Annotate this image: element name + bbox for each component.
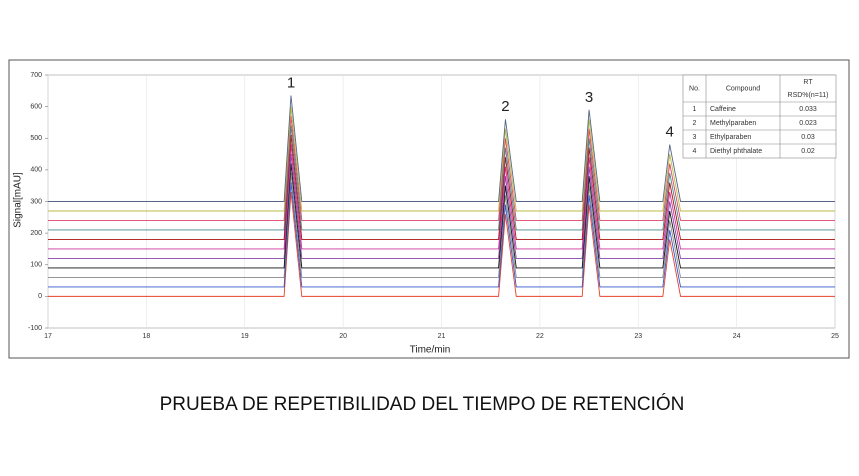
x-tick-label: 23 — [634, 333, 642, 340]
peak-label: 2 — [501, 98, 509, 115]
peak-label: 1 — [287, 75, 295, 92]
trace — [48, 172, 835, 278]
trace — [48, 106, 835, 212]
table-cell: 2 — [693, 120, 697, 127]
table-header: Compound — [726, 85, 760, 92]
trace — [48, 163, 835, 269]
table-cell: Methylparaben — [710, 120, 756, 127]
table-cell: 1 — [693, 106, 697, 113]
x-tick-label: 25 — [831, 333, 839, 340]
trace — [48, 154, 835, 259]
trace — [48, 135, 835, 240]
x-tick-label: 21 — [438, 333, 446, 340]
y-tick-label: -100 — [28, 325, 42, 332]
x-tick-label: 18 — [142, 333, 150, 340]
trace — [48, 116, 835, 221]
y-tick-label: 600 — [30, 103, 42, 110]
peak-label: 4 — [666, 124, 674, 141]
trace — [48, 144, 835, 250]
table-cell: 0.033 — [799, 106, 817, 113]
y-tick-label: 0 — [38, 293, 42, 300]
caption: PRUEBA DE REPETIBILIDAD DEL TIEMPO DE RE… — [160, 393, 685, 415]
table-cell: 0.03 — [801, 134, 815, 141]
table-cell: Diethyl phthalate — [710, 148, 762, 155]
trace — [48, 125, 835, 231]
table-cell: 0.02 — [801, 148, 815, 155]
x-tick-label: 20 — [339, 333, 347, 340]
table-header: RT — [803, 79, 813, 86]
peak-label: 3 — [585, 89, 593, 106]
y-tick-label: 400 — [30, 167, 42, 174]
trace — [48, 182, 835, 288]
table-header: No. — [689, 85, 700, 92]
x-tick-label: 17 — [44, 333, 52, 340]
table-cell: Ethylparaben — [710, 134, 751, 141]
trace — [48, 191, 835, 297]
x-tick-label: 19 — [241, 333, 249, 340]
x-tick-label: 24 — [733, 333, 741, 340]
x-axis-label: Time/min — [410, 345, 451, 356]
table-header: RSD%(n=11) — [788, 92, 829, 99]
table-cell: Caffeine — [710, 106, 736, 113]
y-tick-label: 700 — [30, 72, 42, 79]
trace — [48, 95, 835, 202]
y-tick-label: 500 — [30, 135, 42, 142]
y-axis-label: Signal[mAU] — [13, 172, 24, 228]
y-tick-label: 100 — [30, 262, 42, 269]
table-cell: 3 — [693, 134, 697, 141]
table-cell: 0.023 — [799, 120, 817, 127]
y-tick-label: 200 — [30, 230, 42, 237]
table-cell: 4 — [693, 148, 697, 155]
y-tick-label: 300 — [30, 198, 42, 205]
x-tick-label: 22 — [536, 333, 544, 340]
